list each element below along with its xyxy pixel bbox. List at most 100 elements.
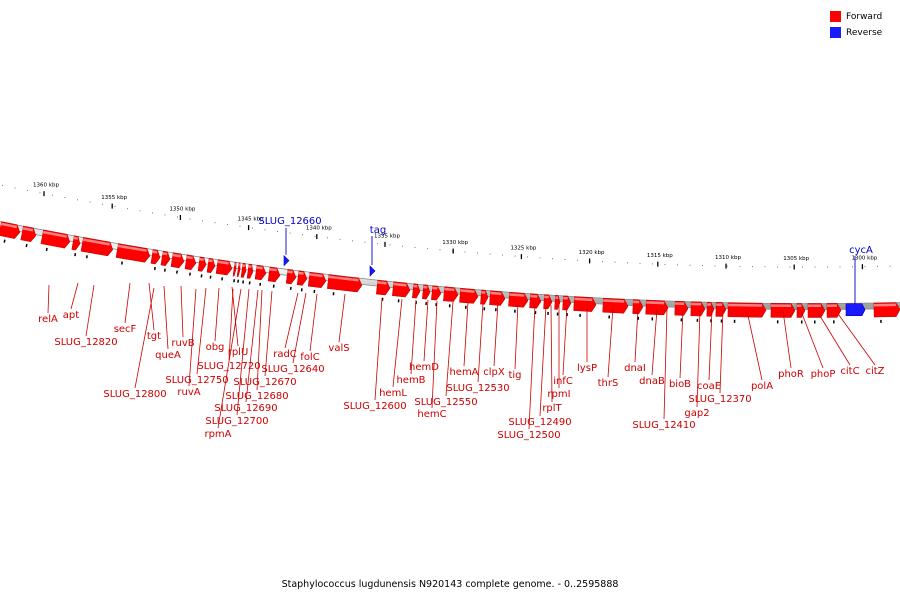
forward-label-secf[interactable]: secF [114,282,137,335]
forward-gene-label[interactable]: coaE [697,381,721,392]
forward-gene-arrow[interactable] [489,290,506,312]
forward-gene-arrow[interactable] [873,302,900,323]
forward-gene-label[interactable]: infC [553,376,573,387]
forward-gene-label[interactable]: SLUG_12690 [214,403,277,414]
forward-gene-label[interactable]: obg [206,342,225,353]
forward-gene-label[interactable]: dnaI [624,363,646,374]
forward-label-slug-12370[interactable]: SLUG_12370 [688,309,752,405]
forward-label-slug-12800[interactable]: SLUG_12800 [103,287,167,400]
forward-label-lysp[interactable]: lysP [577,307,597,374]
forward-gene-arrow[interactable] [562,295,572,317]
forward-gene-label[interactable]: valS [328,343,349,354]
forward-gene-label[interactable]: SLUG_12670 [233,377,296,388]
forward-label-heml[interactable]: hemL [379,298,407,399]
forward-label-ruva[interactable]: ruvA [177,288,201,398]
forward-gene-label[interactable]: relA [38,314,58,325]
forward-gene-label[interactable]: radC [273,349,297,360]
forward-gene-label[interactable]: rplT [542,403,562,414]
forward-gene-label[interactable]: tig [508,370,521,381]
forward-label-tgt[interactable]: tgt [147,282,161,342]
forward-label-hemb[interactable]: hemB [396,299,426,386]
forward-label-rela[interactable]: relA [38,284,58,325]
forward-label-slug-12670[interactable]: SLUG_12670 [233,290,297,388]
forward-gene-label[interactable]: SLUG_12680 [225,391,288,402]
forward-gene-label[interactable]: secF [114,324,137,335]
forward-gene-arrow[interactable] [236,262,241,283]
forward-gene-arrow[interactable] [71,235,81,257]
forward-gene-label[interactable]: hemB [396,375,425,386]
forward-gene-label[interactable]: rpmA [204,429,231,440]
forward-label-slug-12820[interactable]: SLUG_12820 [54,284,118,348]
forward-gene-arrow[interactable] [480,289,489,311]
legend-item-reverse[interactable]: Reverse [830,25,892,40]
forward-gene-label[interactable]: SLUG_12410 [632,420,695,431]
forward-gene-arrow[interactable] [674,300,689,322]
forward-label-phor[interactable]: phoR [778,310,804,380]
forward-gene-arrow[interactable] [254,264,267,286]
forward-gene-arrow[interactable] [727,302,767,324]
forward-gene-label[interactable]: polA [751,381,773,392]
forward-gene-arrow[interactable] [412,283,421,305]
forward-label-slug-12490[interactable]: SLUG_12490 [508,304,572,428]
forward-gene-arrow[interactable] [632,299,644,320]
forward-gene-label[interactable]: dnaB [639,376,665,387]
forward-gene-arrow[interactable] [422,284,431,306]
forward-gene-label[interactable]: hemD [409,362,439,373]
forward-label-slug-12690[interactable]: SLUG_12690 [214,289,278,414]
forward-label-apt[interactable]: apt [63,282,79,321]
forward-label-gap2[interactable]: gap2 [684,309,710,419]
forward-gene-arrow[interactable] [267,266,281,288]
forward-gene-arrow[interactable] [240,263,247,284]
reverse-feature-tag[interactable]: tag [369,225,386,277]
forward-gene-arrow[interactable] [170,252,185,275]
forward-gene-arrow[interactable] [602,297,629,319]
forward-gene-arrow[interactable] [197,256,207,278]
forward-label-phop[interactable]: phoP [800,310,836,380]
forward-gene-label[interactable]: ruvA [177,387,200,398]
forward-gene-label[interactable]: phoP [811,369,836,380]
forward-label-vals[interactable]: valS [328,293,350,354]
forward-label-pola[interactable]: polA [746,310,773,392]
forward-label-folc[interactable]: folC [300,293,320,363]
forward-label-hemd[interactable]: hemD [409,299,439,373]
forward-gene-label[interactable]: bioB [669,379,691,390]
forward-gene-label[interactable]: SLUG_12640 [261,364,324,375]
forward-gene-arrow[interactable] [20,225,38,248]
forward-gene-label[interactable]: SLUG_12820 [54,337,117,348]
forward-gene-label[interactable]: citZ [865,366,884,377]
forward-gene-arrow[interactable] [150,249,161,271]
forward-gene-label[interactable]: SLUG_12530 [446,383,509,394]
forward-gene-label[interactable]: SLUG_12800 [103,389,166,400]
forward-gene-label[interactable]: clpX [483,367,505,378]
forward-gene-arrow[interactable] [796,303,806,324]
forward-gene-arrow[interactable] [307,271,327,294]
forward-gene-arrow[interactable] [115,243,151,269]
forward-gene-arrow[interactable] [443,286,459,308]
forward-label-slug-12750[interactable]: SLUG_12750 [165,287,229,386]
forward-gene-label[interactable]: phoR [778,369,804,380]
forward-label-slug-12600[interactable]: SLUG_12600 [343,297,407,412]
forward-gene-arrow[interactable] [826,303,842,324]
forward-gene-arrow[interactable] [184,254,197,276]
forward-gene-label[interactable]: SLUG_12720 [197,361,260,372]
forward-label-slug-12550[interactable]: SLUG_12550 [414,301,478,408]
forward-gene-arrow[interactable] [459,287,479,309]
forward-label-slug-12530[interactable]: SLUG_12530 [446,302,510,394]
forward-label-slug-12680[interactable]: SLUG_12680 [225,289,289,402]
forward-label-infc[interactable]: infC [553,304,573,387]
forward-gene-label[interactable]: apt [63,310,79,321]
forward-label-citc[interactable]: citC [816,310,860,377]
forward-label-rplu[interactable]: rplU [228,286,249,358]
forward-gene-arrow[interactable] [807,303,826,324]
reverse-gene-label[interactable]: SLUG_12660 [258,216,321,227]
forward-gene-label[interactable]: gap2 [684,408,709,419]
forward-gene-arrow[interactable] [296,270,308,292]
forward-gene-arrow[interactable] [715,302,727,323]
forward-label-slug-12720[interactable]: SLUG_12720 [197,288,261,372]
forward-gene-label[interactable]: hemA [449,367,478,378]
forward-label-rplt[interactable]: rplT [542,304,563,414]
forward-gene-label[interactable]: hemL [379,388,407,399]
forward-gene-label[interactable]: SLUG_12490 [508,417,571,428]
forward-label-thrs[interactable]: thrS [598,306,619,389]
